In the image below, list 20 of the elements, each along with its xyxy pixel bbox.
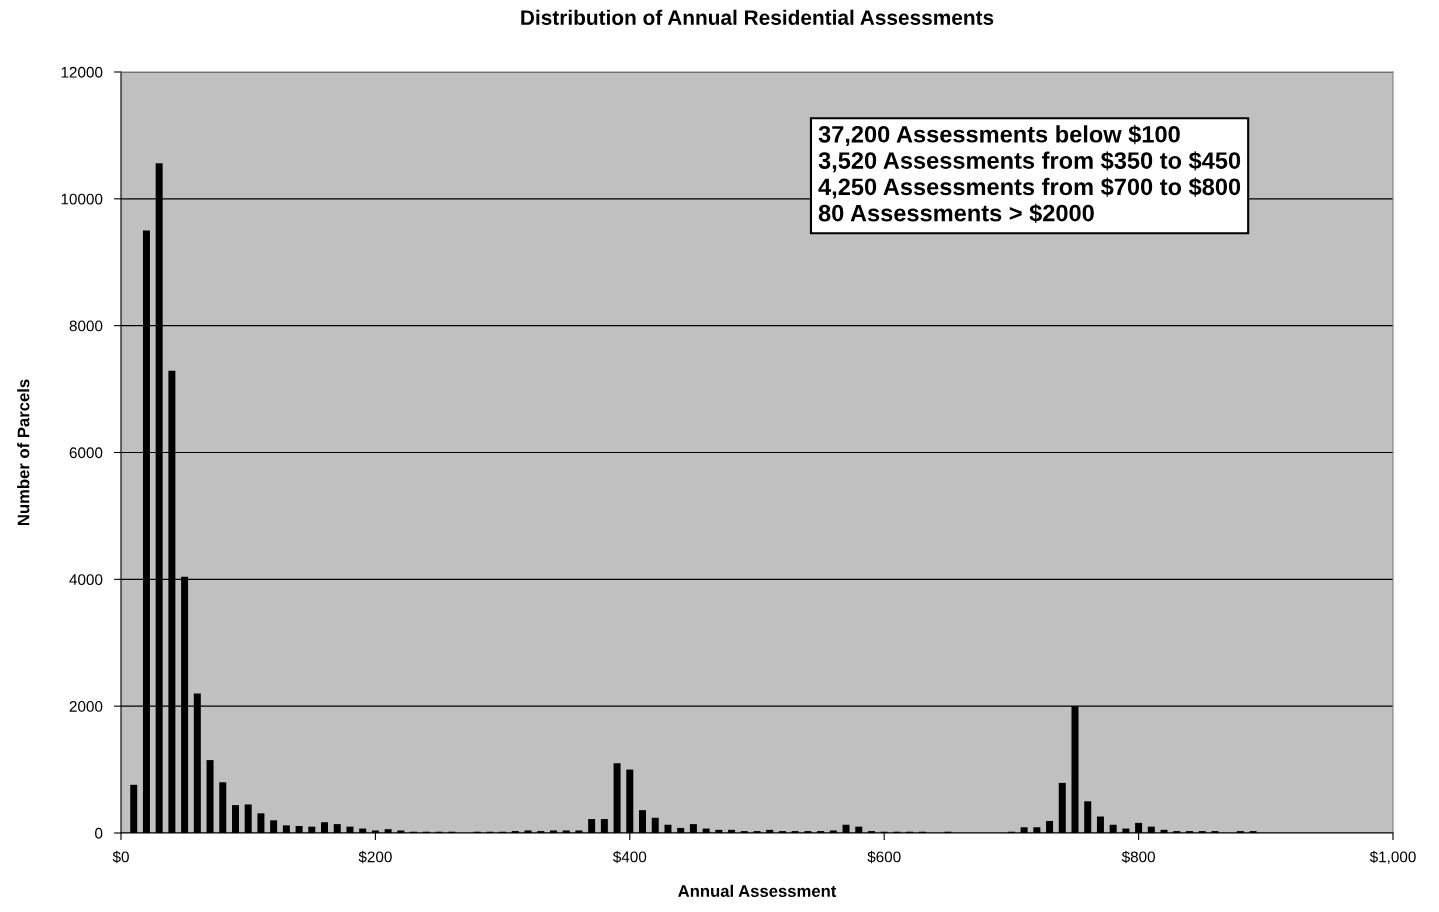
y-tick-label: 12000	[61, 66, 103, 78]
x-tick-label: $0	[112, 850, 129, 864]
x-tick-label: $200	[358, 850, 392, 864]
annotation: 80 Assessments > $2000	[818, 203, 1094, 223]
y-tick-label: 10000	[61, 193, 103, 205]
y-tick-label: 8000	[69, 320, 103, 332]
x-tick-label: $1,000	[1369, 850, 1416, 865]
x-tick-label: $600	[867, 850, 901, 864]
chart-title: Distribution of Annual Residential Assessments	[521, 9, 994, 25]
x-tick-label: $400	[612, 850, 647, 864]
y-tick-label: 0	[95, 827, 103, 839]
x-axis-title: Annual Assessment	[678, 884, 837, 897]
annotation: 37,200 Assessments below $100	[818, 124, 1180, 147]
annotation: 3,520 Assessments from $350 to $450	[818, 151, 1241, 173]
y-tick-label: 2000	[69, 701, 103, 712]
y-tick-label: 4000	[69, 574, 103, 586]
y-axis-title: Number of Parcels	[17, 379, 30, 526]
annotation: 4,250 Assessments from $700 to $800	[818, 177, 1241, 199]
y-tick-label: 6000	[69, 447, 103, 459]
x-tick-label: $800	[1121, 850, 1155, 864]
